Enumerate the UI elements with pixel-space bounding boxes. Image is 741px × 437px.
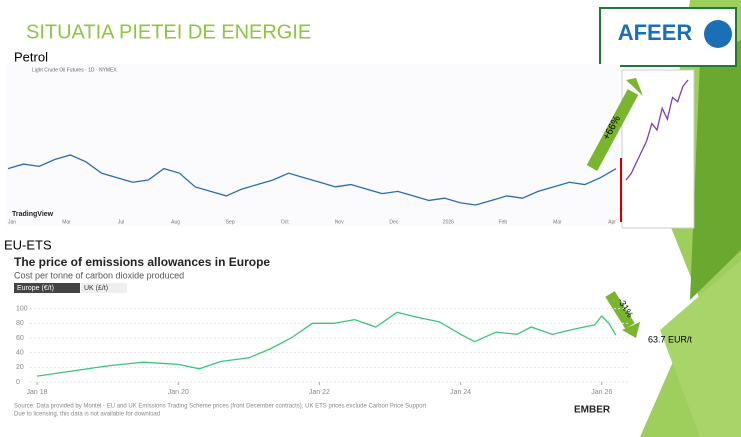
ets-title: The price of emissions allowances in Eur… [14,255,270,269]
deco [660,260,741,437]
x-tick-label: Jan 26 [591,389,612,396]
y-tick-label: 100 [16,306,28,313]
note: Due to licensing, this data is not avail… [14,412,160,418]
x-tick-label: Nov [335,219,344,225]
x-tick-label: Dec [389,219,398,225]
source: Source: Data provided by Montel - EU and… [14,404,427,410]
y-tick-label: 40 [16,350,24,357]
y-tick-label: 0 [16,379,20,386]
price-label: 63.7 EUR/t [648,334,693,344]
ets-label: EU-ETS [4,237,52,252]
x-tick-label: Jan 18 [27,389,48,396]
slide-title: SITUATIA PIETEI DE ENERGIE [26,21,311,43]
y-tick-label: 60 [16,335,24,342]
ets-subtitle: Cost per tonne of carbon dioxide produce… [14,270,184,280]
y-tick-label: 80 [16,320,24,327]
x-tick-label: Feb [499,219,508,225]
tab[interactable] [14,283,80,293]
line [625,79,689,181]
line [7,154,617,206]
x-tick-label: Mar [553,219,562,225]
tab-label[interactable]: Europe (€/t) [17,285,54,292]
arrow [586,89,639,171]
x-tick-label: Mar [62,219,71,225]
x-tick-label: Oct [281,219,289,225]
x-tick-label: Aug [171,219,180,225]
x-tick-label: Apr [608,219,616,225]
petrol-label: Petrol [14,49,48,64]
tab[interactable] [81,283,127,293]
tab-label[interactable]: UK (£/t) [84,285,108,292]
x-tick-label: Jan 22 [309,389,330,396]
y-tick-label: 20 [16,364,24,371]
line [36,311,617,377]
logo: AFEER [618,20,693,45]
arrow-head [622,322,640,338]
petrol-chart [6,64,620,226]
arrow [605,291,635,329]
petrol-header: Light Crude Oil Futures · 1D · NYMEX [32,67,117,73]
x-tick-label: Sep [226,219,235,225]
x-tick-label: 2026 [443,219,454,225]
x-tick-label: Jan 24 [450,389,471,396]
logo-icon [704,20,732,48]
x-tick-label: Jan [8,219,16,225]
ets-chart [10,257,642,421]
brand: EMBER [574,405,611,416]
x-tick-label: Jan 20 [168,389,189,396]
deco [690,40,741,300]
x-tick-label: Jul [118,219,124,225]
arrow-head [626,78,643,96]
watermark: TradingView [12,211,54,218]
